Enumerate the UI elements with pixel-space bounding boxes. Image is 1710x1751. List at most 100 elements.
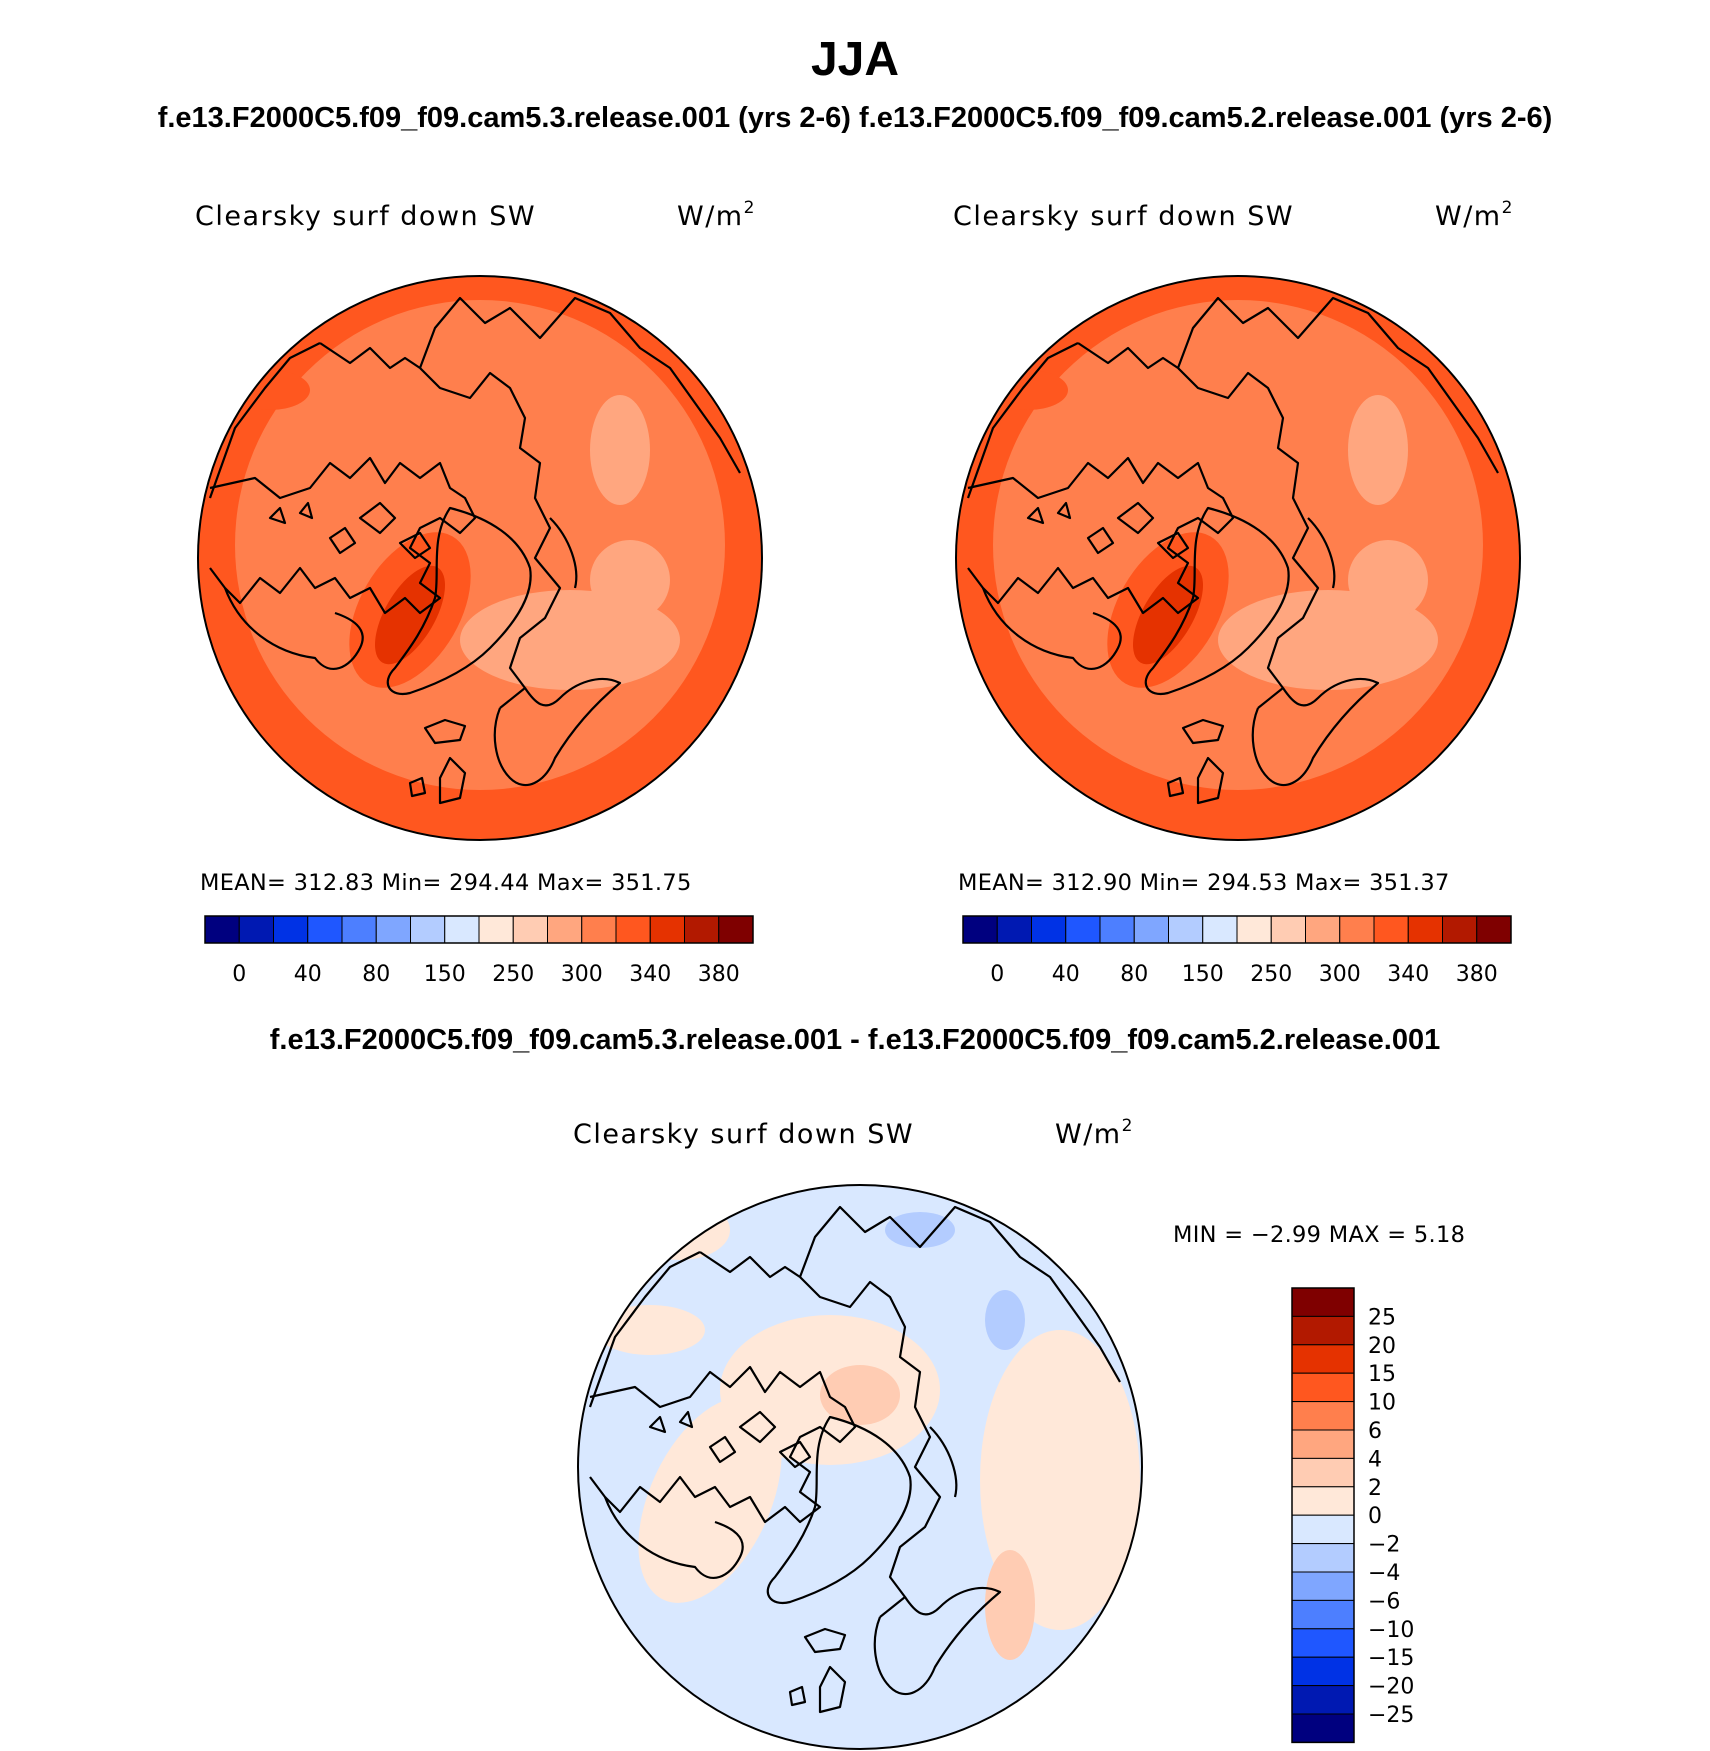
- panel-1-colorbar-swatch: [649, 915, 685, 944]
- panel-1-variable-label: Clearsky surf down SW: [195, 201, 536, 232]
- panel-1-colorbar-tick-label: 340: [629, 962, 671, 987]
- panel-2-colorbar-swatch: [1168, 915, 1204, 944]
- panel-1-colorbar-swatch: [238, 915, 274, 944]
- panel-2-colorbar-swatch: [1031, 915, 1067, 944]
- panel-2-colorbar-tick-label: 380: [1456, 962, 1498, 987]
- difference-field: [578, 1185, 1142, 1749]
- panel-1-colorbar-tick-label: 80: [362, 962, 390, 987]
- panel-2-colorbar-tick-label: 80: [1120, 962, 1148, 987]
- panel-1-colorbar-swatch: [444, 915, 480, 944]
- panel-1-units-label: W/m2: [677, 198, 756, 232]
- panel-2-variable-label: Clearsky surf down SW: [953, 201, 1294, 232]
- panel-2-colorbar-swatch: [1099, 915, 1135, 944]
- panel-2-colorbar-tick-label: 150: [1182, 962, 1224, 987]
- difference-colorbar-tick-label: 2: [1368, 1476, 1382, 1501]
- difference-colorbar-swatch: [1291, 1429, 1355, 1459]
- difference-colorbar-tick-label: 0: [1368, 1504, 1382, 1529]
- panel-2-colorbar-tick-label: 40: [1052, 962, 1080, 987]
- panel-1-colorbar-swatch: [547, 915, 583, 944]
- difference-units-label: W/m2: [1055, 1116, 1134, 1150]
- difference-colorbar-tick-label: 15: [1368, 1362, 1396, 1387]
- difference-colorbar-swatch: [1291, 1315, 1355, 1346]
- difference-colorbar-tick-label: 25: [1368, 1305, 1396, 1330]
- panel-2-colorbar-tick-label: 0: [990, 962, 1004, 987]
- difference-colorbar-tick-label: −15: [1368, 1646, 1414, 1671]
- panel-2-colorbar-swatch: [1202, 915, 1238, 944]
- panel-1-colorbar: 0 40 80 150 250 300 340 380: [204, 915, 754, 987]
- panel-1-colorbar-tick-label: 150: [424, 962, 466, 987]
- difference-colorbar-tick-label: 6: [1368, 1419, 1382, 1444]
- difference-colorbar-tick-label: −2: [1368, 1533, 1400, 1558]
- difference-colorbar-swatch: [1291, 1287, 1355, 1317]
- panel-2-colorbar-swatch: [1270, 915, 1306, 944]
- panel-2-map-border: [955, 275, 1521, 841]
- difference-colorbar-tick-label: −20: [1368, 1675, 1414, 1700]
- panel-1-colorbar-swatch: [341, 915, 377, 944]
- difference-colorbar-swatch: [1291, 1685, 1355, 1715]
- panel-1-colorbar-swatch: [307, 915, 343, 944]
- panel-2-colorbar: 0 40 80 150 250 300 340 380: [962, 915, 1512, 987]
- panel-1-stats: MEAN= 312.83 Min= 294.44 Max= 351.75: [200, 870, 692, 896]
- panel-1-field: [198, 276, 762, 840]
- panel-1-colorbar-swatch: [684, 915, 720, 944]
- difference-variable-label: Clearsky surf down SW: [573, 1119, 914, 1150]
- panel-2-colorbar-swatch: [1236, 915, 1272, 944]
- panel-1-colorbar-tick-label: 300: [561, 962, 603, 987]
- case-comparison-title: f.e13.F2000C5.f09_f09.cam5.3.release.001…: [157, 102, 1553, 134]
- difference-colorbar-swatch: [1291, 1571, 1355, 1601]
- panel-2-colorbar-swatch: [1305, 915, 1341, 944]
- main-title: JJA: [810, 33, 900, 86]
- panel-2-colorbar-tick-label: 340: [1387, 962, 1429, 987]
- difference-minmax: MIN = −2.99 MAX = 5.18: [1173, 1222, 1465, 1248]
- difference-map-border: [577, 1184, 1143, 1750]
- difference-colorbar-swatch: [1291, 1543, 1355, 1573]
- difference-colorbar-swatch: [1291, 1401, 1355, 1431]
- panel-1-map-border: [197, 275, 763, 841]
- panel-1-colorbar-swatch: [204, 915, 240, 944]
- panel-2-colorbar-swatch: [1133, 915, 1169, 944]
- difference-colorbar-swatch: [1291, 1486, 1355, 1516]
- difference-colorbar-swatch: [1291, 1457, 1355, 1488]
- panel-2-colorbar-swatch: [1373, 915, 1409, 944]
- difference-colorbar-swatch: [1291, 1599, 1355, 1630]
- panel-2-stats: MEAN= 312.90 Min= 294.53 Max= 351.37: [958, 870, 1450, 896]
- panel-2-colorbar-swatch: [1407, 915, 1443, 944]
- panel-1-colorbar-tick-label: 250: [492, 962, 534, 987]
- panel-2-colorbar-swatch: [962, 915, 998, 944]
- difference-colorbar-swatch: [1291, 1344, 1355, 1374]
- difference-colorbar-swatch: [1291, 1514, 1355, 1545]
- panel-2-colorbar-tick-label: 250: [1250, 962, 1292, 987]
- difference-colorbar-swatch: [1291, 1713, 1355, 1743]
- difference-colorbar-tick-label: −10: [1368, 1618, 1414, 1643]
- panel-2-colorbar-swatch: [1442, 915, 1478, 944]
- panel-1-colorbar-swatch: [615, 915, 651, 944]
- panel-2-colorbar-swatch: [1339, 915, 1375, 944]
- difference-colorbar-tick-label: −25: [1368, 1703, 1414, 1728]
- difference-colorbar-tick-label: −4: [1368, 1561, 1400, 1586]
- panel-2-units-label: W/m2: [1435, 198, 1514, 232]
- panel-1-colorbar-swatch: [718, 915, 754, 944]
- panel-2-field: [956, 276, 1520, 840]
- panel-2-colorbar-swatch: [1476, 915, 1512, 944]
- difference-map: Clearsky surf down SW W/m2 MIN = −2.99 M…: [573, 1116, 1465, 1750]
- panel-1-colorbar-swatch: [478, 915, 514, 944]
- panel-1-colorbar-swatch: [581, 915, 617, 944]
- panel-1-colorbar-swatch: [375, 915, 411, 944]
- difference-colorbar-swatch: [1291, 1656, 1355, 1687]
- difference-colorbar-tick-label: 4: [1368, 1447, 1382, 1472]
- difference-colorbar-tick-label: 10: [1368, 1391, 1396, 1416]
- panel-1-colorbar-tick-label: 0: [232, 962, 246, 987]
- panel-1-colorbar-swatch: [512, 915, 548, 944]
- panel-2-colorbar-frame: [962, 915, 1512, 944]
- panel-2-colorbar-tick-label: 300: [1319, 962, 1361, 987]
- panel-1-colorbar-tick-label: 40: [294, 962, 322, 987]
- difference-title: f.e13.F2000C5.f09_f09.cam5.3.release.001…: [269, 1024, 1441, 1056]
- panel-2-colorbar-swatch: [1065, 915, 1101, 944]
- difference-colorbar-tick-label: −6: [1368, 1589, 1400, 1614]
- panel-1-map: Clearsky surf down SW W/m2 MEAN= 312.83 …: [195, 198, 763, 987]
- difference-colorbar-swatch: [1291, 1372, 1355, 1403]
- panel-1-colorbar-swatch: [410, 915, 446, 944]
- panel-1-colorbar-frame: [204, 915, 754, 944]
